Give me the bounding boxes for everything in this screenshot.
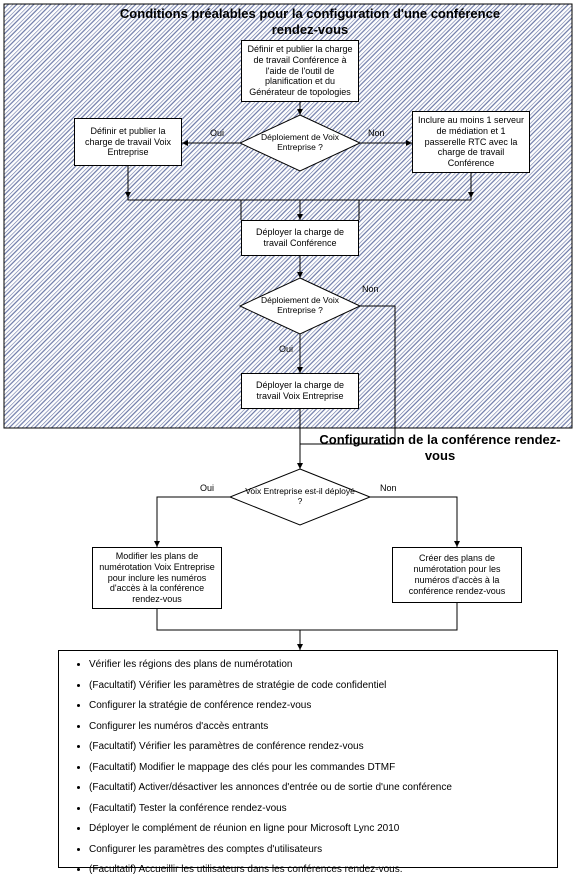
steps-box: Vérifier les régions des plans de numéro…: [58, 650, 558, 868]
step-item: (Facultatif) Vérifier les paramètres de …: [89, 680, 545, 693]
diamond-d1-label: Déploiement de Voix Entreprise ?: [240, 115, 360, 171]
step-item: Déployer le complément de réunion en lig…: [89, 823, 545, 836]
step-item: (Facultatif) Modifier le mappage des clé…: [89, 762, 545, 775]
label-non2: Non: [362, 284, 379, 294]
step-item: Configurer les paramètres des comptes d'…: [89, 844, 545, 857]
node-n1: Définir et publier la charge de travail …: [241, 40, 359, 102]
title-mid: Configuration de la conférence rendez-vo…: [310, 432, 570, 463]
step-item: (Facultatif) Activer/désactiver les anno…: [89, 782, 545, 795]
label-non3: Non: [380, 483, 397, 493]
step-item: (Facultatif) Accueillir les utilisateurs…: [89, 864, 545, 877]
label-oui3: Oui: [200, 483, 214, 493]
title-top: Conditions préalables pour la configurat…: [110, 6, 510, 37]
node-n7: Créer des plans de numérotation pour les…: [392, 547, 522, 603]
steps-list: Vérifier les régions des plans de numéro…: [71, 659, 545, 877]
step-item: (Facultatif) Vérifier les paramètres de …: [89, 741, 545, 754]
step-item: Vérifier les régions des plans de numéro…: [89, 659, 545, 672]
label-oui1: Oui: [210, 128, 224, 138]
node-n6: Modifier les plans de numérotation Voix …: [92, 547, 222, 609]
diamond-d2-label: Déploiement de Voix Entreprise ?: [240, 278, 360, 334]
step-item: Configurer les numéros d'accès entrants: [89, 721, 545, 734]
label-non1: Non: [368, 128, 385, 138]
step-item: Configurer la stratégie de conférence re…: [89, 700, 545, 713]
diamond-d3-label: Voix Entreprise est-il déployé ?: [230, 469, 370, 525]
label-oui2: Oui: [279, 344, 293, 354]
node-n5: Déployer la charge de travail Voix Entre…: [241, 373, 359, 409]
node-n4: Déployer la charge de travail Conférence: [241, 220, 359, 256]
step-item: (Facultatif) Tester la conférence rendez…: [89, 803, 545, 816]
node-n2: Définir et publier la charge de travail …: [74, 118, 182, 166]
node-n3: Inclure au moins 1 serveur de médiation …: [412, 111, 530, 173]
